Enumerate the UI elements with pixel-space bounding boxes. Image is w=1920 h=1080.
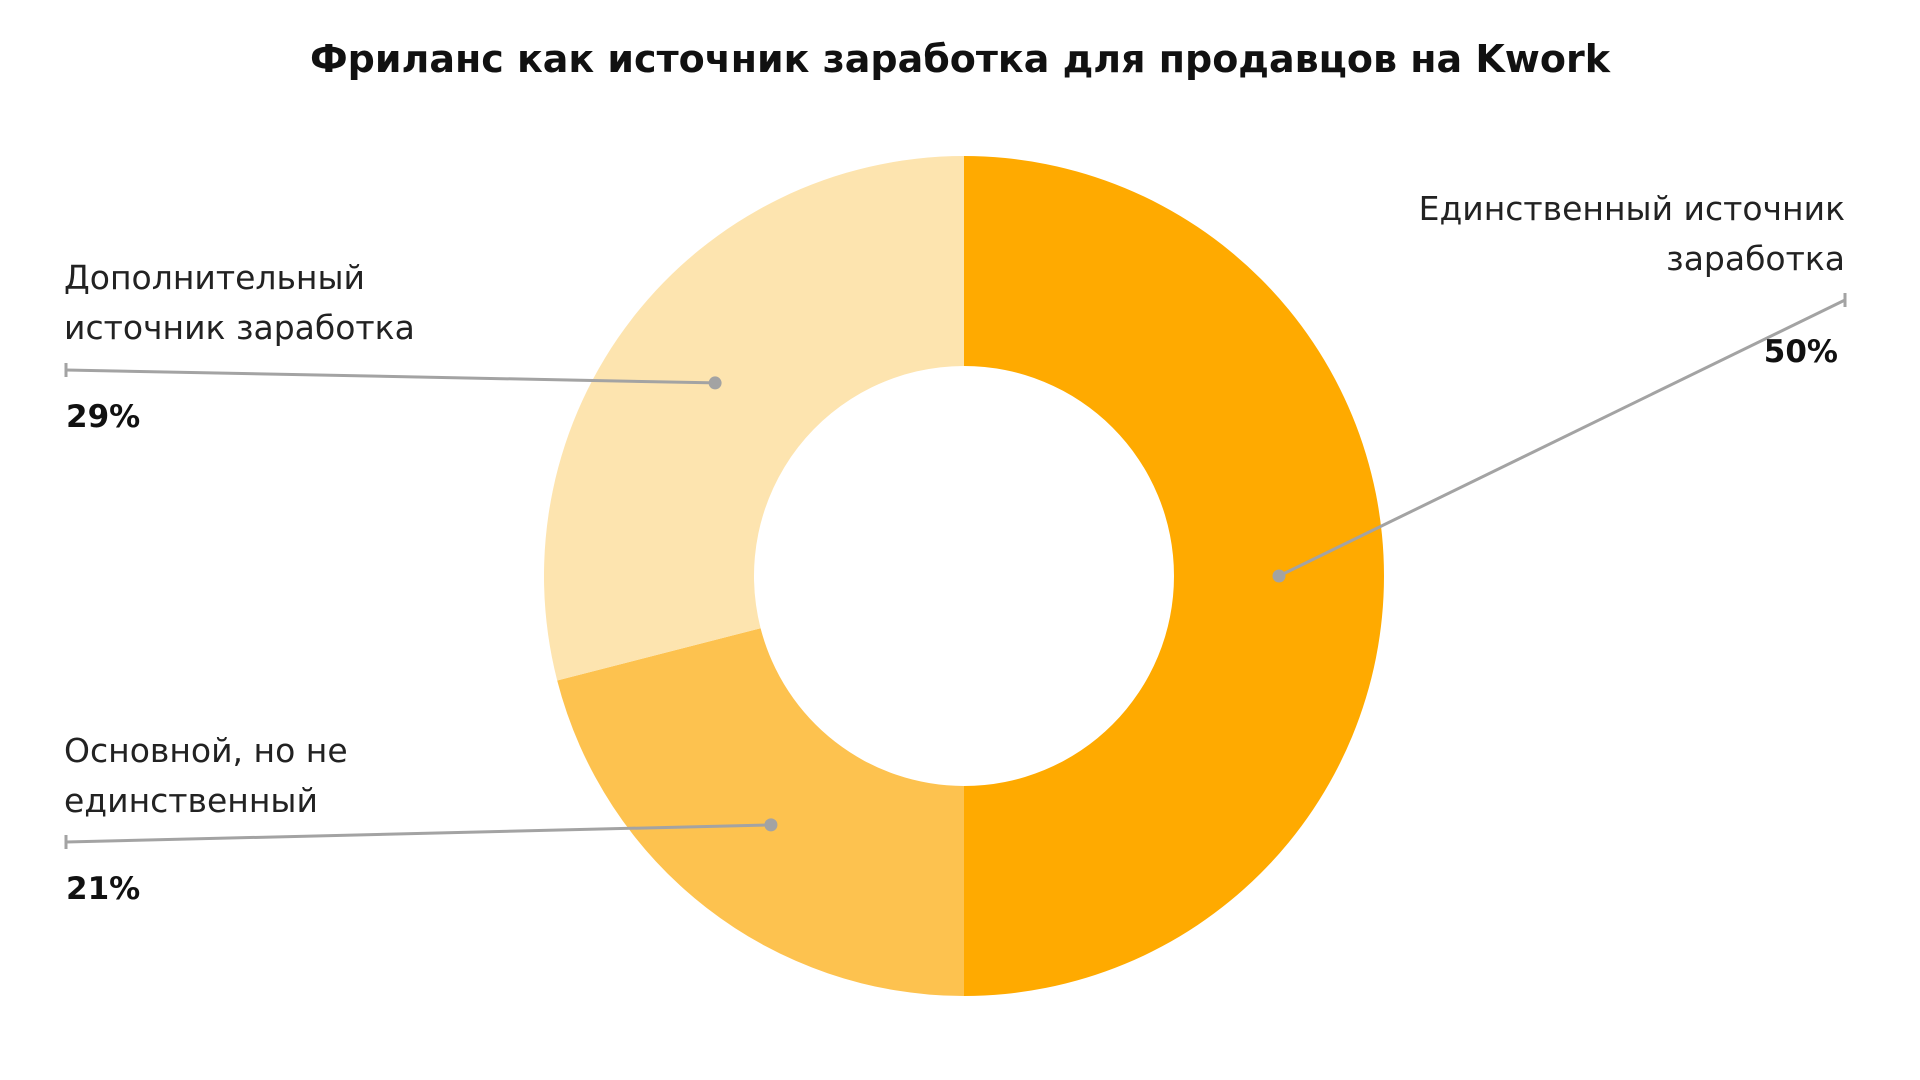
- slice-2: [544, 156, 964, 681]
- donut-slices: [544, 156, 1384, 996]
- slice-label-line: Основной, но не: [64, 731, 348, 770]
- slice-label-line: единственный: [64, 781, 318, 820]
- slice-label-line: заработка: [1666, 239, 1845, 278]
- leader-dot-2: [708, 376, 722, 390]
- chart-title: Фриланс как источник заработка для прода…: [310, 37, 1611, 81]
- leader-line-0: [1278, 298, 1846, 578]
- slice-value-label: 21%: [66, 871, 140, 907]
- slice-label-0: Единственный источник заработка 50%: [1272, 189, 1847, 583]
- leader-dot-1: [764, 818, 778, 832]
- slice-label-line: Единственный источник: [1419, 189, 1845, 228]
- slice-labels: Единственный источник заработка 50% Основно…: [64, 189, 1847, 907]
- slice-value-label: 29%: [66, 399, 140, 435]
- leader-line-1: [65, 823, 771, 844]
- slice-value-label: 50%: [1764, 334, 1838, 370]
- leader-line-2: [65, 368, 716, 385]
- leader-dot-0: [1272, 569, 1286, 583]
- slice-0: [964, 156, 1384, 996]
- slice-label-1: Основной, но не единственный 21%: [64, 731, 778, 907]
- slice-label-line: Дополнительный: [64, 258, 365, 297]
- slice-label-2: Дополнительный источник заработка 29%: [64, 258, 722, 435]
- slice-label-line: источник заработка: [64, 308, 415, 347]
- slice-1: [557, 628, 964, 996]
